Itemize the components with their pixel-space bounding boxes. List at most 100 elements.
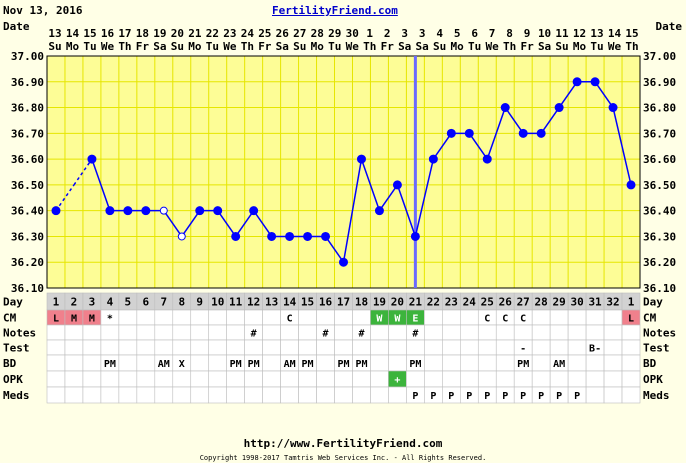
- date-number: 16: [101, 27, 115, 40]
- cell-test: [100, 339, 120, 356]
- cell-text-day: 9: [196, 296, 203, 309]
- cell-test: [190, 339, 210, 356]
- date-number: 2: [384, 27, 391, 40]
- y-tick-label-right: 36.50: [643, 179, 676, 192]
- temperature-point: [410, 231, 420, 241]
- y-tick-label-left: 36.30: [11, 230, 44, 243]
- weekday-label: Sa: [276, 40, 289, 53]
- cell-text-test: B-: [589, 344, 601, 355]
- temperature-point: [141, 206, 151, 216]
- cell-notes: [208, 324, 227, 341]
- y-tick-label-left: 36.10: [11, 282, 44, 295]
- cell-notes: [531, 324, 551, 341]
- weekday-label: We: [101, 40, 115, 53]
- cell-text-bd: PM: [355, 359, 367, 370]
- cell-cm: [118, 309, 138, 326]
- cell-meds: [226, 386, 245, 404]
- cell-test: [460, 339, 479, 356]
- temperature-segment: [235, 210, 255, 237]
- cell-bd: [621, 354, 641, 372]
- cell-notes: [513, 324, 533, 341]
- weekday-label: Th: [503, 40, 516, 53]
- cell-opk: [585, 370, 605, 388]
- cell-cm: [136, 309, 156, 326]
- weekday-label: Th: [241, 40, 254, 53]
- cell-test: [208, 339, 227, 356]
- date-number: 22: [206, 27, 219, 40]
- date-number: 24: [241, 27, 255, 40]
- cell-cm: [352, 309, 371, 326]
- cell-notes: [549, 324, 569, 341]
- temperature-point: [392, 180, 402, 190]
- cell-notes: [477, 324, 497, 341]
- cell-cm: [442, 309, 461, 326]
- cell-test: [388, 339, 407, 356]
- cell-opk: [460, 370, 479, 388]
- cell-text-meds: P: [466, 391, 472, 402]
- cell-text-cm: C: [520, 314, 526, 325]
- cell-bd: [477, 354, 497, 372]
- cell-test: [46, 339, 66, 356]
- weekday-label: Tu: [83, 40, 96, 53]
- row-label-right-meds: Meds: [643, 389, 670, 402]
- date-number: 1: [366, 27, 373, 40]
- y-tick-label-left: 36.50: [11, 179, 44, 192]
- cell-meds: [370, 386, 389, 404]
- cell-text-day: 14: [283, 296, 297, 309]
- cell-test: [567, 339, 587, 356]
- cell-text-meds: P: [520, 391, 526, 402]
- cell-notes: [262, 324, 281, 341]
- cell-notes: [460, 324, 479, 341]
- cell-test: [226, 339, 245, 356]
- weekday-label: Mo: [66, 40, 80, 53]
- y-tick-label-right: 36.90: [643, 76, 676, 89]
- temperature-point: [213, 206, 223, 216]
- weekday-label: Su: [433, 40, 446, 53]
- cell-bd: [64, 354, 84, 372]
- cell-text-cm: M: [89, 314, 95, 325]
- temperature-point: [518, 128, 528, 138]
- date-number: 17: [118, 27, 131, 40]
- cell-meds: [585, 386, 605, 404]
- cell-text-meds: P: [430, 391, 436, 402]
- cell-text-meds: P: [412, 391, 418, 402]
- footer-url[interactable]: http://www.FertilityFriend.com: [243, 437, 443, 450]
- cell-opk: [64, 370, 84, 388]
- weekday-label: Sa: [398, 40, 411, 53]
- temperature-point: [446, 128, 456, 138]
- date-number: 15: [83, 27, 96, 40]
- cell-cm: [531, 309, 551, 326]
- temperature-segment: [163, 210, 183, 237]
- y-tick-label-left: 36.70: [11, 127, 44, 140]
- cell-notes: [370, 324, 389, 341]
- cell-opk: [495, 370, 515, 388]
- cell-meds: [280, 386, 299, 404]
- cell-text-meds: P: [556, 391, 562, 402]
- row-label-right-opk: OPK: [643, 373, 663, 386]
- cell-cm: [298, 309, 317, 326]
- cell-bd: [442, 354, 461, 372]
- cell-bd: [136, 354, 156, 372]
- cell-cm: [334, 309, 353, 326]
- y-tick-label-right: 36.10: [643, 282, 676, 295]
- cell-meds: [64, 386, 84, 404]
- cell-text-bd: PM: [337, 359, 349, 370]
- cell-text-cm: E: [412, 314, 418, 325]
- plot-area: [46, 55, 641, 289]
- cell-test: [172, 339, 192, 356]
- site-link[interactable]: FertilityFriend.com: [272, 4, 398, 17]
- weekday-label: Su: [48, 40, 61, 53]
- weekday-label: Mo: [451, 40, 465, 53]
- temperature-segment: [253, 210, 273, 237]
- cell-meds: [262, 386, 281, 404]
- cell-text-day: 13: [265, 296, 278, 309]
- cell-text-bd: AM: [284, 359, 296, 370]
- cell-text-bd: AM: [553, 359, 565, 370]
- cell-cm: [567, 309, 587, 326]
- cell-text-day: 26: [499, 296, 513, 309]
- cell-text-meds: P: [538, 391, 544, 402]
- cell-text-test: -: [520, 344, 526, 355]
- cell-text-day: 10: [211, 296, 224, 309]
- cell-cm: [172, 309, 192, 326]
